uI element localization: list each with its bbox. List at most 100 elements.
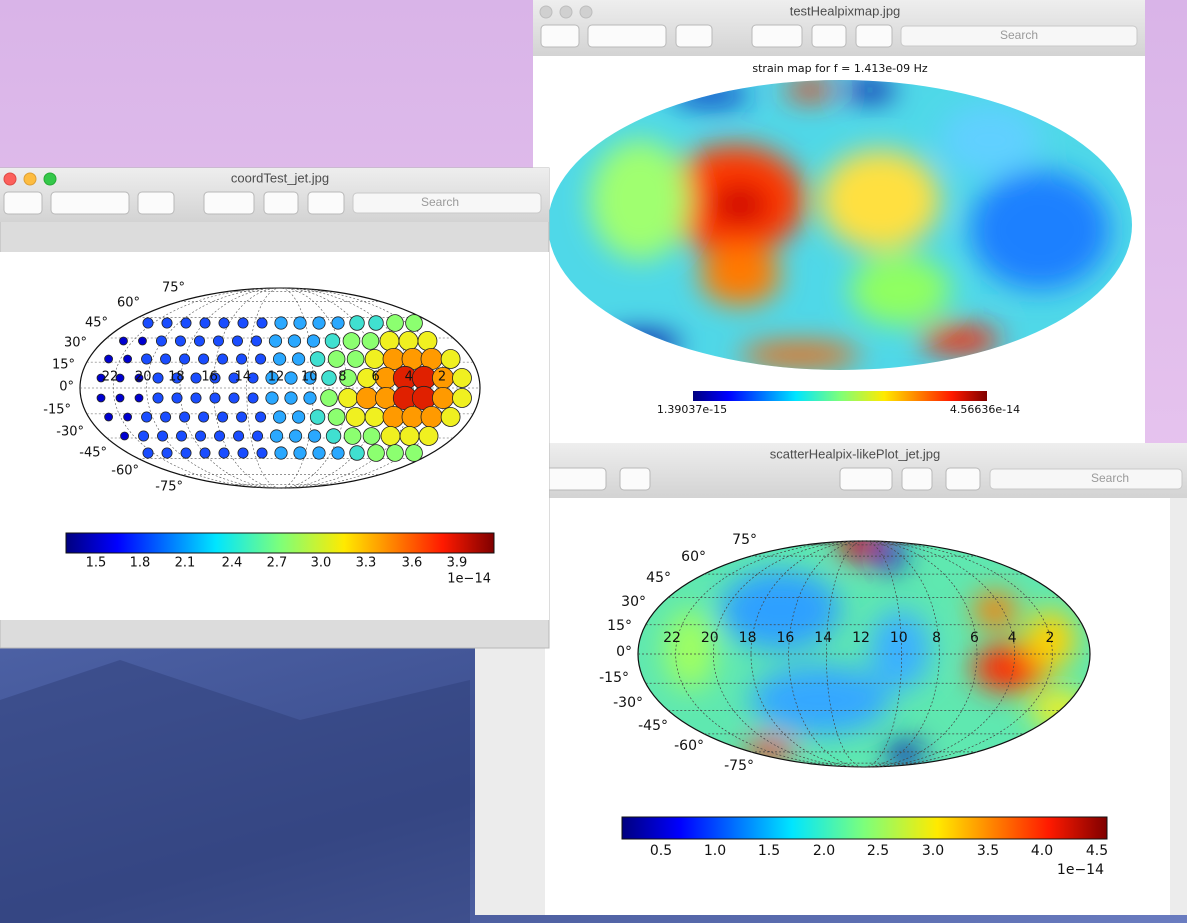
scatter-point bbox=[119, 336, 128, 346]
scatter-point bbox=[180, 317, 192, 329]
lon-label: 8 bbox=[932, 630, 941, 646]
close-button[interactable] bbox=[3, 172, 17, 186]
lon-label: 14 bbox=[814, 630, 832, 646]
scatter-point bbox=[228, 392, 240, 404]
scatter-point bbox=[288, 429, 303, 443]
colorbar-scale: 1e−14 bbox=[1057, 862, 1104, 878]
rotate-button[interactable] bbox=[811, 24, 847, 48]
scatter-point bbox=[327, 350, 346, 368]
scatter-point bbox=[342, 332, 361, 350]
markup-button[interactable] bbox=[751, 24, 803, 48]
scatter-point bbox=[195, 430, 207, 442]
colorbar-tick: 3.6 bbox=[402, 556, 423, 571]
toolbox-button[interactable] bbox=[945, 467, 981, 491]
scatter-point bbox=[179, 411, 191, 423]
lon-label: 4 bbox=[405, 370, 413, 385]
toolbox-button[interactable] bbox=[307, 191, 345, 215]
share-button[interactable] bbox=[619, 467, 651, 491]
scatter-point bbox=[123, 412, 132, 422]
search-box[interactable] bbox=[900, 25, 1138, 47]
zoom-button[interactable] bbox=[43, 172, 57, 186]
desktop-shade bbox=[0, 660, 470, 923]
lat-label: -45° bbox=[638, 718, 668, 734]
scatter-point bbox=[284, 391, 298, 405]
colorbar-tick: 2.5 bbox=[867, 843, 889, 859]
scatter-point bbox=[171, 372, 183, 384]
minimize-button[interactable] bbox=[559, 5, 573, 19]
lat-label: 0° bbox=[616, 644, 632, 660]
scatter-point bbox=[386, 444, 404, 462]
close-button[interactable] bbox=[539, 5, 553, 19]
colorbar-tick: 4.5 bbox=[1086, 843, 1108, 859]
scatter-point bbox=[272, 410, 287, 424]
zoom-buttons[interactable] bbox=[539, 467, 607, 491]
scatter-point bbox=[255, 353, 267, 365]
lat-label: -45° bbox=[79, 446, 107, 461]
scatter-point bbox=[312, 446, 326, 460]
search-box[interactable] bbox=[352, 192, 542, 214]
window-coordtest: coordTest_jet.jpg Search bbox=[0, 167, 550, 649]
scatter-point bbox=[364, 349, 385, 369]
search-box[interactable] bbox=[989, 468, 1183, 490]
colorbar-tick: 1.5 bbox=[86, 556, 107, 571]
scatter-point bbox=[338, 388, 358, 408]
scatter-point bbox=[274, 316, 288, 330]
markup-button[interactable] bbox=[839, 467, 893, 491]
scatter-point bbox=[309, 409, 326, 425]
scatter-point bbox=[382, 405, 405, 428]
scatter-point bbox=[265, 391, 279, 405]
lat-label: 60° bbox=[117, 296, 140, 311]
lon-label: 8 bbox=[338, 370, 346, 385]
minimize-button[interactable] bbox=[23, 172, 37, 186]
rotate-button[interactable] bbox=[263, 191, 299, 215]
scatter-point bbox=[331, 316, 345, 330]
scatter-point bbox=[141, 411, 153, 423]
colorbar-tick: 4.0 bbox=[1031, 843, 1053, 859]
lon-label: 18 bbox=[739, 630, 757, 646]
sidebar-button[interactable] bbox=[540, 24, 580, 48]
zoom-button[interactable] bbox=[579, 5, 593, 19]
lat-label: 30° bbox=[621, 594, 646, 610]
scatter-point bbox=[272, 352, 287, 366]
share-button[interactable] bbox=[137, 191, 175, 215]
scatter-point bbox=[268, 334, 283, 348]
scatter-point bbox=[236, 353, 248, 365]
scatter-point bbox=[250, 335, 262, 347]
colorbar bbox=[621, 816, 1108, 840]
scatter-point bbox=[346, 350, 365, 368]
scatter-point bbox=[218, 447, 230, 459]
scatter-point bbox=[123, 354, 132, 364]
scatter-point bbox=[252, 430, 264, 442]
scatter-point bbox=[134, 393, 144, 403]
share-button[interactable] bbox=[675, 24, 713, 48]
scatter-point bbox=[307, 429, 322, 443]
scatter-point bbox=[452, 388, 472, 408]
scatter-point bbox=[155, 335, 167, 347]
lat-label: 60° bbox=[681, 549, 706, 565]
scatter-point bbox=[291, 410, 306, 424]
toolbox-button[interactable] bbox=[855, 24, 893, 48]
scatter-point bbox=[339, 369, 357, 387]
lat-label: 30° bbox=[64, 336, 87, 351]
colorbar-tick: 3.3 bbox=[356, 556, 377, 571]
colorbar-tick: 1.5 bbox=[758, 843, 780, 859]
scatter-point bbox=[193, 335, 205, 347]
scatter-point bbox=[104, 412, 113, 422]
window-title: coordTest_jet.jpg bbox=[231, 170, 329, 185]
scatter-point bbox=[293, 446, 307, 460]
zoom-buttons[interactable] bbox=[587, 24, 667, 48]
scatter-point bbox=[233, 430, 245, 442]
scatter-point bbox=[291, 352, 306, 366]
sidebar-button[interactable] bbox=[3, 191, 43, 215]
lon-label: 22 bbox=[102, 370, 119, 385]
markup-button[interactable] bbox=[203, 191, 255, 215]
lat-label: -15° bbox=[599, 670, 629, 686]
rotate-button[interactable] bbox=[901, 467, 933, 491]
lon-label: 2 bbox=[1046, 630, 1055, 646]
scatter-point bbox=[356, 386, 379, 409]
scatter-point bbox=[179, 353, 191, 365]
lon-label: 12 bbox=[268, 370, 285, 385]
zoom-buttons[interactable] bbox=[50, 191, 130, 215]
scatter-point bbox=[405, 444, 423, 462]
scatter-point bbox=[382, 347, 405, 370]
